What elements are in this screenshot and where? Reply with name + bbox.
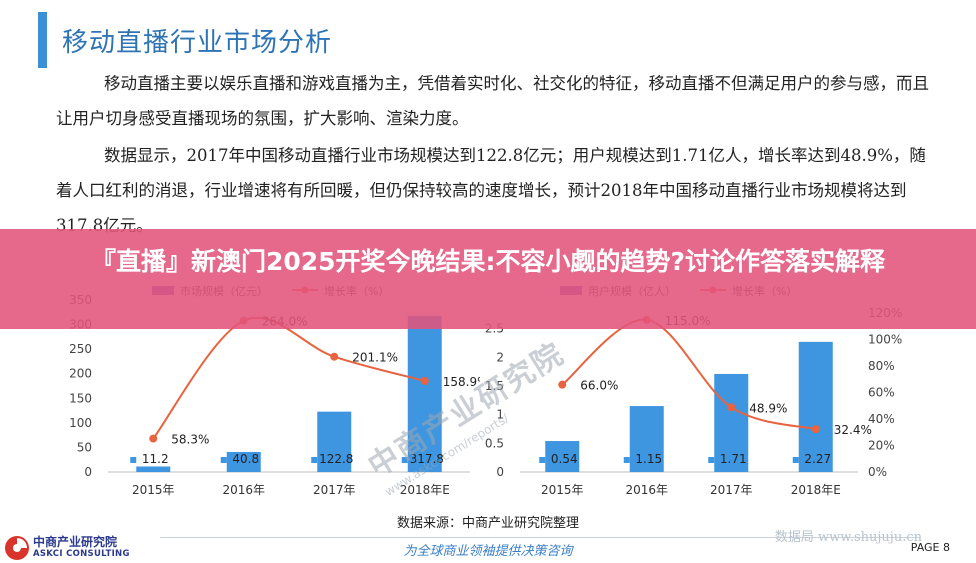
y2-tick-label: 60% [868, 386, 895, 400]
banner-text: 『直播』新澳门2025开奖今晚结果:不容小觑的趋势?讨论作答落实解释 [90, 247, 886, 276]
y-tick-label: 100 [69, 416, 92, 430]
bar [798, 341, 833, 472]
y-tick-label: 1.5 [485, 379, 504, 393]
data-label-marker [130, 457, 137, 463]
data-paragraph: 数据显示，2017年中国移动直播行业市场规模达到122.8亿元；用户规模达到1.… [56, 146, 926, 235]
y-tick-label: 250 [69, 342, 92, 356]
slogan: 为全球商业领袖提供决策咨询 [403, 544, 573, 559]
line-data-label: 201.1% [352, 351, 398, 365]
line-data-label: 48.9% [749, 401, 787, 415]
y-tick-label: 0 [496, 465, 504, 479]
line-data-label: 58.3% [171, 433, 209, 447]
logo-en: ASKCI CONSULTING [33, 549, 130, 559]
askci-logo: 中商产业研究院 ASKCI CONSULTING [33, 536, 130, 560]
bar-data-label: 1.15 [635, 452, 662, 466]
x-tick-label: 2017年 [313, 483, 356, 497]
data-label-marker [623, 457, 630, 463]
y2-tick-label: 40% [868, 412, 895, 426]
growth-line [152, 316, 426, 440]
slide-title: 移动直播行业市场分析 [62, 28, 333, 58]
data-label-marker [401, 457, 408, 463]
line-point [811, 425, 820, 434]
overlay-banner: 『直播』新澳门2025开奖今晚结果:不容小觑的趋势?讨论作答落实解释 [0, 229, 976, 329]
bar [545, 441, 580, 472]
data-label-marker [792, 457, 799, 463]
line-point [558, 380, 567, 389]
bar [317, 411, 352, 472]
bar [226, 451, 261, 472]
y-tick-label: 0.5 [485, 436, 504, 450]
data-label-marker [220, 457, 227, 463]
data-label-marker [708, 457, 715, 463]
bar [629, 406, 664, 472]
y-tick-label: 0 [84, 465, 92, 479]
bar [714, 373, 749, 472]
line-point [420, 376, 429, 385]
line-data-label: 158.9% [443, 375, 480, 389]
x-tick-label: 2016年 [625, 483, 668, 497]
y2-tick-label: 0% [868, 465, 887, 479]
bar-data-label: 2.27 [804, 452, 831, 466]
user-size-chart: 用户规模（亿人）增长率（%）00.511.522.50%20%40%60%80%… [485, 284, 902, 497]
x-tick-label: 2018年E [791, 483, 841, 497]
bar [136, 466, 171, 472]
line-data-label: 66.0% [580, 379, 618, 393]
x-tick-label: 2018年E [400, 483, 450, 497]
y-tick-label: 200 [69, 367, 92, 381]
x-tick-label: 2016年 [222, 483, 265, 497]
bar-data-label: 0.54 [551, 452, 578, 466]
y-tick-label: 50 [77, 440, 92, 454]
growth-line [561, 318, 816, 431]
data-label-marker [311, 457, 318, 463]
title-accent-bar [38, 12, 47, 68]
line-data-label: 32.4% [834, 423, 872, 437]
x-tick-label: 2015年 [541, 483, 584, 497]
y-tick-label: 2 [496, 350, 504, 364]
line-point [149, 434, 158, 443]
askci-logo-icon [5, 536, 29, 560]
bar-data-label: 40.8 [232, 452, 259, 466]
y-tick-label: 1 [496, 408, 504, 422]
bar-data-label: 122.8 [319, 452, 353, 466]
stamp-watermark: 数据局 www.shujuju.cn [774, 530, 922, 545]
y2-tick-label: 80% [868, 359, 895, 373]
intro-paragraph: 移动直播主要以娱乐直播和游戏直播为主，凭借着实时化、社交化的特征，移动直播不但满… [56, 74, 929, 128]
data-source: 数据来源：中商产业研究院整理 [396, 516, 579, 531]
y-tick-label: 150 [69, 391, 92, 405]
page-number: PAGE 8 [910, 541, 950, 554]
line-point [727, 403, 736, 412]
bar [407, 315, 442, 472]
footer-divider [160, 537, 920, 538]
x-tick-label: 2017年 [710, 483, 753, 497]
y2-tick-label: 100% [868, 333, 902, 347]
x-tick-label: 2015年 [132, 483, 175, 497]
line-point [330, 352, 339, 361]
data-label-marker [539, 457, 546, 463]
bar-data-label: 1.71 [720, 452, 747, 466]
y2-tick-label: 20% [868, 439, 895, 453]
logo-cn: 中商产业研究院 [33, 535, 118, 549]
bar-data-label: 11.2 [142, 452, 169, 466]
bar-data-label: 317.8 [410, 452, 444, 466]
